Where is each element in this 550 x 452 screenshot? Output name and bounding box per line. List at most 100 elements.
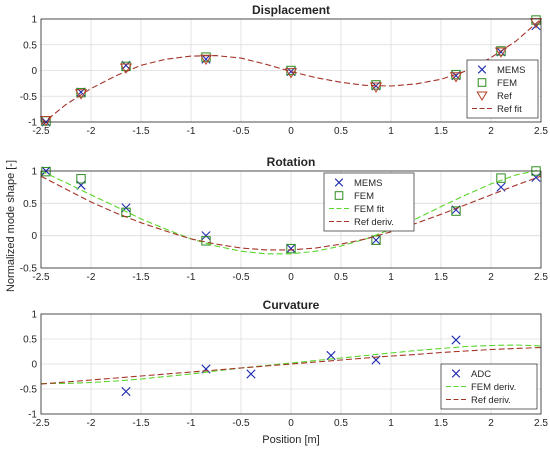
series-fem-deriv — [41, 344, 542, 385]
data-point — [74, 89, 88, 100]
legend-swatch — [451, 369, 461, 378]
x-tick-label: 1.5 — [434, 272, 448, 283]
x-tick-label: 2 — [488, 126, 494, 137]
chart-title: Curvature — [263, 298, 320, 312]
y-tick-label: 0.5 — [23, 40, 37, 51]
shared-y-axis-label: Normalized mode shape [-] — [5, 160, 17, 292]
x-tick-label: 0.5 — [334, 418, 348, 429]
legend-entry: MEMS — [334, 178, 383, 189]
chart-title: Rotation — [267, 155, 316, 169]
data-point — [201, 231, 211, 241]
data-point — [199, 54, 213, 66]
legend-entry: Ref fit — [472, 104, 522, 115]
x-tick-label: 2 — [488, 418, 494, 429]
legend-label: FEM deriv. — [471, 382, 516, 393]
chart-title: Displacement — [252, 3, 330, 17]
legend-entry: FEM — [477, 78, 517, 89]
x-tick-label: 1 — [388, 418, 394, 429]
x-tick-label: -1 — [187, 126, 196, 137]
data-point — [531, 172, 541, 183]
data-point — [496, 173, 506, 183]
axes-box — [40, 18, 542, 123]
x-tick-label: 2 — [488, 272, 494, 283]
legend-label: FEM fit — [354, 204, 384, 215]
y-tick-label: -0.5 — [20, 385, 38, 396]
x-tick-label: 0 — [288, 418, 294, 429]
legend-label: Ref — [497, 91, 512, 102]
legend-swatch — [477, 65, 487, 74]
legend-label: Ref deriv. — [354, 217, 394, 228]
x-tick-label: 0.5 — [334, 126, 348, 137]
legend: MEMS FEM Ref Ref fit — [466, 59, 539, 119]
data-point — [451, 335, 461, 345]
data-point — [451, 206, 461, 216]
legend-label: FEM — [354, 191, 374, 202]
legend-entry: ADC — [451, 369, 491, 380]
data-point — [76, 174, 86, 184]
x-tick-label: -1 — [187, 418, 196, 429]
data-point — [201, 364, 211, 374]
axes-box — [40, 170, 542, 269]
legend-entry: Ref deriv. — [446, 395, 511, 406]
data-point — [369, 82, 383, 93]
y-tick-label: 0.5 — [23, 199, 37, 210]
y-tick-label: 0 — [31, 231, 37, 242]
x-tick-label: -0.5 — [232, 418, 250, 429]
y-tick-label: 0 — [31, 66, 37, 77]
x-tick-label: -1.5 — [132, 272, 150, 283]
series-ref-deriv — [40, 346, 542, 385]
legend-swatch — [334, 191, 344, 200]
x-tick-label: 0 — [288, 126, 294, 137]
x-tick-label: -2.5 — [32, 418, 50, 429]
x-tick-label: -2 — [87, 126, 96, 137]
y-tick-label: 0 — [31, 360, 37, 371]
data-point — [121, 386, 131, 397]
legend-entry: MEMS — [477, 65, 526, 76]
series-line — [40, 175, 542, 251]
data-point — [246, 369, 256, 379]
legend-swatch — [334, 178, 344, 187]
legend-entry: FEM — [334, 191, 374, 202]
chart-panels: -2.5 -2 -1.5 -1 -0.5 0 0.5 1 1.5 2 2.5 -1 -0.5 0 0.5 1 D… — [20, 3, 549, 429]
legend-label: Ref fit — [497, 104, 522, 115]
y-tick-label: 1 — [31, 310, 37, 321]
series-line — [40, 346, 542, 385]
x-tick-label: -2 — [87, 418, 96, 429]
x-tick-label: 1 — [388, 126, 394, 137]
series-line — [41, 344, 542, 385]
data-point — [326, 350, 336, 361]
x-tick-label: -0.5 — [232, 126, 250, 137]
x-tick-label: 0.5 — [334, 272, 348, 283]
y-tick-label: -0.5 — [20, 264, 38, 275]
x-tick-label: 2.5 — [534, 126, 548, 137]
legend-label: MEMS — [354, 178, 383, 189]
x-tick-label: 1 — [388, 272, 394, 283]
legend-entry: Ref deriv. — [329, 217, 394, 228]
y-tick-label: -1 — [28, 410, 37, 421]
y-tick-label: -0.5 — [20, 92, 38, 103]
x-tick-label: -0.5 — [232, 272, 250, 283]
data-point — [371, 235, 381, 245]
data-point — [39, 116, 53, 127]
legend-swatch — [476, 91, 488, 101]
x-tick-label: -1.5 — [132, 126, 150, 137]
legend-swatch — [477, 78, 487, 87]
shared-x-axis-label: Position [m] — [262, 434, 319, 446]
data-point — [496, 46, 506, 56]
legend-box — [466, 59, 539, 119]
data-point — [284, 68, 298, 79]
y-tick-label: 1 — [31, 15, 37, 26]
legend-entry: FEM fit — [329, 204, 384, 215]
data-point — [494, 47, 508, 58]
data-point — [286, 244, 296, 254]
y-tick-label: -1 — [28, 118, 37, 129]
legend-label: MEMS — [497, 65, 526, 76]
legend-entry: Ref — [476, 91, 512, 102]
legend-entry: FEM deriv. — [446, 382, 516, 393]
x-tick-label: -2 — [87, 272, 96, 283]
data-point — [119, 63, 133, 74]
x-tick-label: -1.5 — [132, 418, 150, 429]
chart-rotation: -2.5 -2 -1.5 -1 -0.5 0 0.5 1 1.5 2 2.5 -0.5 0 0.5 1 Rot… — [20, 155, 549, 283]
chart-curvature: -2.5 -2 -1.5 -1 -0.5 0 0.5 1 1.5 2 2.5 -1 -0.5 0 0.5 1 C… — [20, 298, 549, 429]
